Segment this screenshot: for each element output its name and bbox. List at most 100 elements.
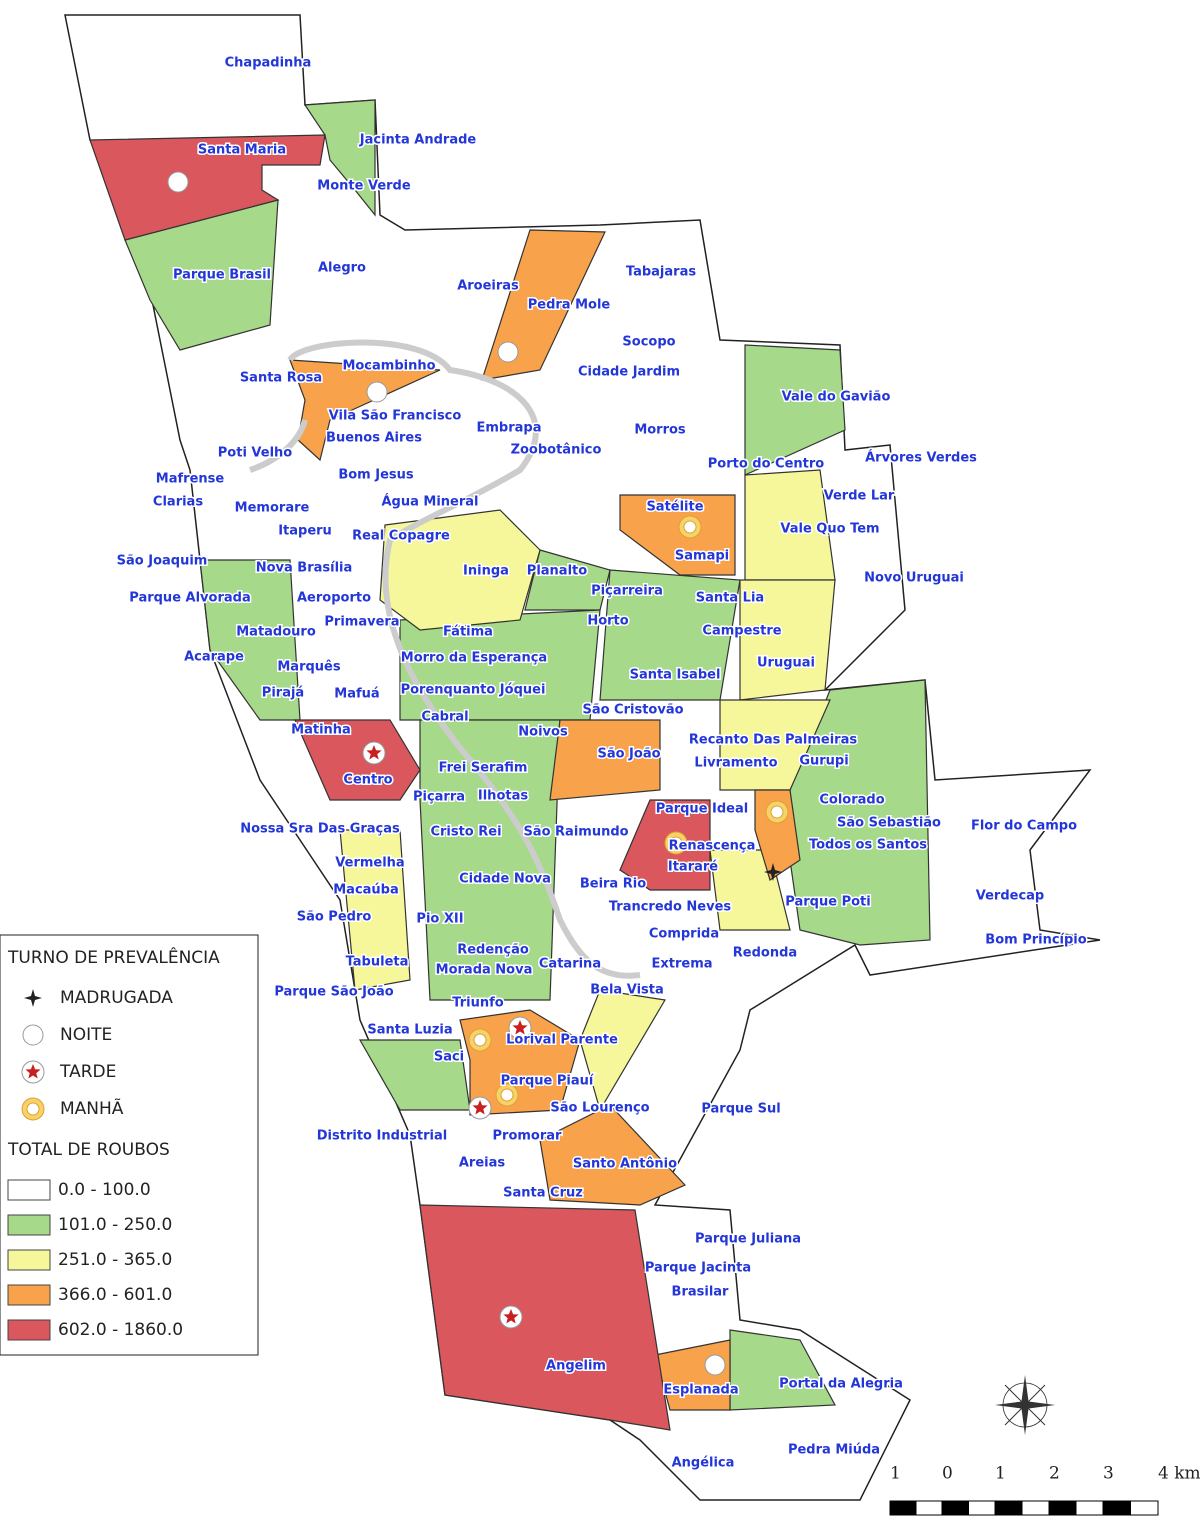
neighborhood-label: Saci — [434, 1050, 464, 1065]
neighborhood-label: Morada Nova — [436, 963, 533, 978]
neighborhood-label: Bom Princípio — [985, 933, 1086, 948]
scale-label: 1 — [890, 1464, 901, 1484]
madrugada-marker — [24, 989, 42, 1007]
neighborhood-label: Parque São João — [274, 985, 393, 1000]
legend-label: MANHÃ — [60, 1097, 124, 1119]
legend-label: 101.0 - 250.0 — [58, 1215, 172, 1235]
scale-bar: 1 0 1 2 3 4 km — [889, 1464, 1200, 1516]
neighborhood-label: São Cristovão — [582, 703, 683, 718]
neighborhood — [339, 829, 411, 991]
neighborhood-label: Alegro — [318, 261, 366, 276]
neighborhood-label: Santo Antônio — [573, 1157, 677, 1172]
legend-label: TARDE — [59, 1062, 116, 1082]
neighborhood — [481, 229, 606, 381]
noite-marker — [366, 381, 388, 403]
neighborhood-label: Itararé — [668, 860, 718, 875]
neighborhood-label: Redenção — [457, 943, 529, 958]
neighborhood-label: Real Copagre — [352, 529, 450, 544]
neighborhood-label: Uruguai — [757, 656, 815, 671]
neighborhood-label: Santa Maria — [198, 143, 286, 158]
scale-segment — [941, 1500, 969, 1516]
scale-segment — [994, 1500, 1023, 1516]
neighborhood-labels: Chapadinha Jacinta Andrade Santa Maria Mont… — [115, 54, 1088, 1472]
manha-marker — [669, 836, 683, 850]
neighborhood-label: Vermelha — [335, 856, 404, 871]
tarde-marker — [25, 1064, 41, 1079]
neighborhood-label: Cidade Nova — [459, 872, 551, 887]
neighborhood-label: Matinha — [291, 723, 351, 738]
neighborhood-label: Morros — [634, 423, 686, 438]
legend-swatch — [7, 1179, 51, 1201]
neighborhood — [739, 579, 836, 701]
scale-label: 4 km — [1158, 1464, 1200, 1484]
neighborhood — [289, 359, 441, 462]
legend-swatch — [7, 1214, 51, 1236]
neighborhood-label: Água Mineral — [381, 494, 478, 510]
neighborhood-label: Porto do Centro — [708, 457, 825, 472]
legend-swatch — [7, 1249, 51, 1271]
neighborhood-label: Centro — [343, 773, 392, 788]
scale-segment — [1075, 1500, 1104, 1516]
neighborhood-label: Gurupi — [799, 754, 848, 769]
legend-label: 251.0 - 365.0 — [58, 1250, 172, 1270]
neighborhood-label: Verdecap — [976, 889, 1045, 904]
neighborhood-label: Tabajaras — [626, 265, 696, 280]
legend-label: 366.0 - 601.0 — [58, 1285, 172, 1305]
neighborhood-fills — [89, 99, 931, 1431]
neighborhood-label: Noivos — [518, 725, 568, 740]
tarde-marker — [366, 745, 382, 760]
neighborhood-label: Vale do Gavião — [782, 390, 891, 405]
neighborhood-label: Fátima — [443, 625, 493, 640]
neighborhood-label: Santa Lia — [696, 591, 764, 606]
neighborhood-label: Portal da Alegria — [779, 1377, 903, 1392]
neighborhood-label: Nova Brasília — [256, 561, 353, 576]
neighborhood-label: Matadouro — [236, 625, 316, 640]
shift-markers — [167, 171, 789, 1376]
neighborhood-label: Chapadinha — [225, 56, 312, 71]
neighborhood-label: Acarape — [184, 650, 244, 665]
neighborhood-label: Memorare — [235, 501, 310, 516]
neighborhood-label: Tabuleta — [346, 955, 409, 970]
neighborhood-label: Verde Lar — [824, 489, 895, 504]
neighborhood-label: Cidade Jardim — [578, 365, 680, 380]
neighborhood-label: Porenquanto Jóquei — [401, 683, 546, 698]
manha-marker — [26, 1102, 40, 1116]
neighborhood-label: Jacinta Andrade — [359, 133, 477, 148]
neighborhood — [744, 344, 846, 476]
neighborhood-label: Morro da Esperança — [401, 651, 547, 666]
neighborhood — [419, 1204, 671, 1431]
neighborhood-label: São Sebastião — [837, 816, 941, 831]
neighborhood-label: Mocambinho — [342, 359, 435, 374]
neighborhood-label: Bom Jesus — [338, 468, 414, 483]
neighborhood-label: Nossa Sra Das Graças — [240, 822, 400, 837]
noite-marker — [22, 1024, 44, 1046]
neighborhood-label: Mafuá — [334, 687, 379, 702]
neighborhood-label: Parque Poti — [785, 895, 870, 910]
neighborhood-label: Extrema — [651, 957, 712, 972]
noite-marker — [704, 1354, 726, 1376]
neighborhood-label: Parque Ideal — [656, 802, 748, 817]
neighborhood — [549, 719, 661, 801]
neighborhood-label: Cabral — [421, 710, 468, 725]
legend-swatch — [7, 1284, 51, 1306]
neighborhood-label: São Lourenço — [550, 1101, 649, 1116]
neighborhood-label: Pirajá — [262, 686, 304, 701]
legend-swatch — [7, 1319, 51, 1341]
neighborhood-label: Vale Quo Tem — [780, 522, 879, 537]
neighborhood-label: Piçarreira — [591, 584, 663, 599]
neighborhood-label: Santa Luzia — [367, 1023, 452, 1038]
neighborhood-label: Parque Piauí — [501, 1074, 595, 1089]
neighborhood-label: Renascença — [669, 839, 756, 854]
legend: TURNO DE PREVALÊNCIA MADRUGADA NOITE TARDE… — [0, 934, 259, 1356]
neighborhood — [539, 1104, 687, 1206]
scale-label: 0 — [942, 1464, 953, 1484]
tarde-marker — [503, 1309, 519, 1324]
neighborhood-label: Poti Velho — [218, 446, 293, 461]
legend-title: TOTAL DE ROUBOS — [7, 1140, 170, 1160]
tarde-marker — [472, 1100, 488, 1115]
neighborhood-label: Aroeiras — [457, 279, 519, 294]
neighborhood-label: Parque Sul — [701, 1102, 780, 1117]
neighborhood-label: Angélica — [672, 1456, 735, 1471]
neighborhood-label: Aeroporto — [297, 591, 371, 606]
